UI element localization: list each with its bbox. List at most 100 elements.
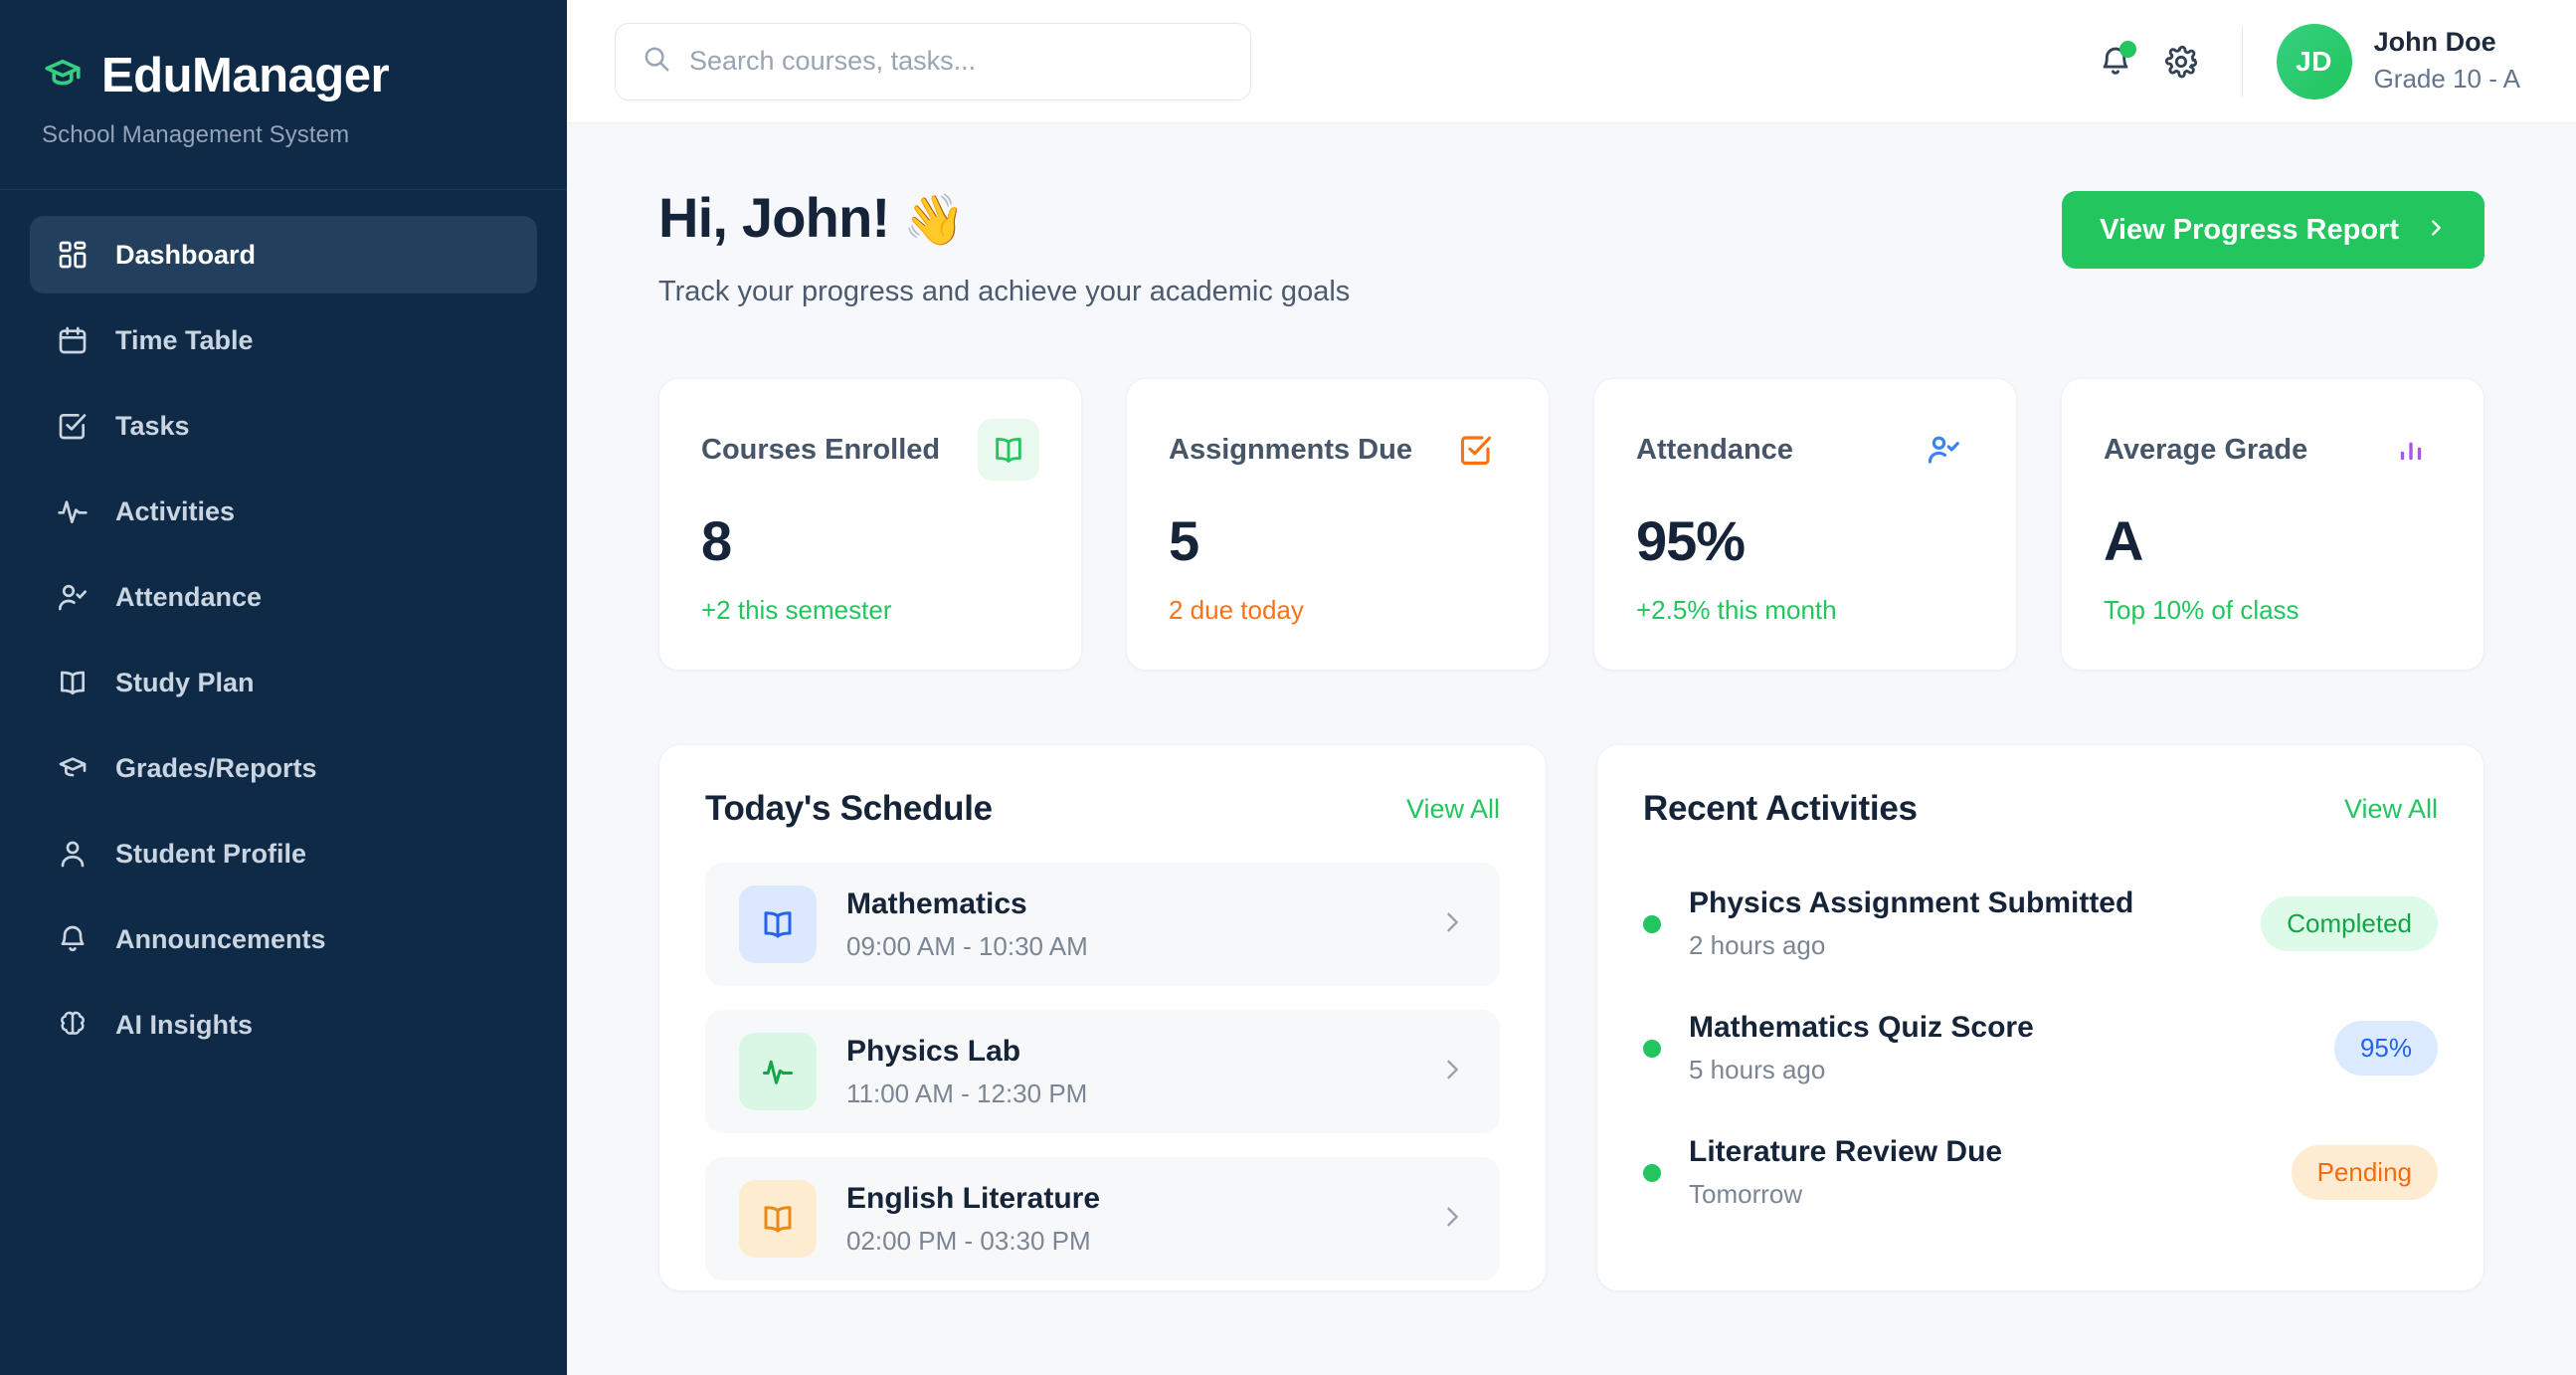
sidebar-item-label: Announcements (115, 923, 326, 954)
activity-row-text: Mathematics Quiz Score 5 hours ago (1689, 1011, 2034, 1085)
status-dot-icon (1643, 914, 1661, 933)
main-area: JD John Doe Grade 10 - A Hi, John!👋 Trac… (567, 0, 2576, 1375)
schedule-row-text: Physics Lab 11:00 AM - 12:30 PM (846, 1035, 1087, 1109)
search-input[interactable] (689, 23, 1224, 99)
sidebar-item-tasks[interactable]: Tasks (30, 387, 537, 465)
stat-head: Courses Enrolled (701, 419, 1039, 481)
stat-delta: Top 10% of class (2104, 595, 2300, 625)
dashboard-content: Hi, John! 👋 Track your progress and achie… (567, 123, 2576, 1375)
schedule-time: 02:00 PM - 03:30 PM (846, 1225, 1091, 1256)
brand-name: EduManager (101, 49, 390, 102)
user-menu[interactable]: JD John Doe Grade 10 - A (2276, 23, 2520, 99)
activity-row-text: Literature Review Due Tomorrow (1689, 1135, 2002, 1210)
stat-card-average-grade[interactable]: Average Grade A Top 10% of class (2061, 378, 2484, 671)
chevron-right-icon[interactable] (1438, 1203, 1466, 1236)
schedule-row[interactable]: English Literature 02:00 PM - 03:30 PM (705, 1157, 1500, 1280)
topbar-right: JD John Doe Grade 10 - A (2083, 23, 2520, 99)
schedule-row[interactable]: Physics Lab 11:00 AM - 12:30 PM (705, 1010, 1500, 1133)
schedule-list: Mathematics 09:00 AM - 10:30 AM (705, 863, 1500, 1280)
bell-icon (56, 922, 90, 956)
panel-title: Today's Schedule (705, 789, 993, 828)
activity-title: Literature Review Due (1689, 1135, 2003, 1168)
activity-pulse-icon (739, 1033, 817, 1110)
sidebar-item-label: Study Plan (115, 667, 255, 697)
sidebar-item-label: Attendance (115, 581, 263, 612)
schedule-subject: Physics Lab (846, 1034, 1021, 1068)
user-text: John Doe Grade 10 - A (2374, 26, 2520, 98)
brand-row[interactable]: EduManager (42, 48, 525, 103)
sidebar-item-grades-reports[interactable]: Grades/Reports (30, 729, 537, 807)
sidebar-nav: Dashboard Time Table Ta (0, 190, 567, 1064)
activity-pulse-icon (56, 494, 90, 528)
user-grade: Grade 10 - A (2373, 64, 2520, 95)
notifications-button[interactable] (2083, 29, 2148, 95)
sidebar: EduManager School Management System Dash… (0, 0, 567, 1375)
stat-label: Average Grade (2104, 433, 2308, 466)
settings-button[interactable] (2148, 29, 2214, 95)
topbar-divider (2241, 26, 2243, 97)
stat-card-attendance[interactable]: Attendance 95% +2.5% this month (1593, 378, 2017, 671)
sidebar-item-student-profile[interactable]: Student Profile (30, 815, 537, 892)
schedule-time: 11:00 AM - 12:30 PM (846, 1078, 1088, 1108)
sidebar-item-study-plan[interactable]: Study Plan (30, 644, 537, 721)
sidebar-item-ai-insights[interactable]: AI Insights (30, 986, 537, 1064)
search-icon (642, 44, 671, 79)
activity-row-text: Physics Assignment Submitted 2 hours ago (1689, 886, 2133, 961)
search-box[interactable] (615, 22, 1251, 100)
sidebar-item-time-table[interactable]: Time Table (30, 301, 537, 379)
activities-view-all-link[interactable]: View All (2343, 793, 2438, 824)
page-title: Hi, John! 👋 (658, 185, 1350, 250)
schedule-row-text: English Literature 02:00 PM - 03:30 PM (846, 1182, 1100, 1257)
stat-head: Average Grade (2104, 419, 2442, 481)
sidebar-item-label: Grades/Reports (115, 752, 317, 783)
chevron-right-icon[interactable] (1438, 1056, 1466, 1088)
view-progress-report-button[interactable]: View Progress Report (2062, 191, 2484, 269)
sidebar-item-label: Tasks (115, 410, 190, 441)
status-badge: Completed (2261, 896, 2438, 951)
activity-row[interactable]: Mathematics Quiz Score 5 hours ago 95% (1643, 987, 2438, 1111)
sidebar-item-label: Student Profile (115, 838, 307, 869)
stat-delta: 2 due today (1169, 595, 1304, 625)
sidebar-item-dashboard[interactable]: Dashboard (30, 216, 537, 294)
schedule-subject: Mathematics (846, 886, 1027, 920)
notification-badge-dot (2118, 40, 2136, 58)
activity-row[interactable]: Physics Assignment Submitted 2 hours ago… (1643, 863, 2438, 987)
stat-card-assignments-due[interactable]: Assignments Due 5 2 due today (1126, 378, 1550, 671)
avatar: JD (2276, 23, 2352, 99)
activity-time: Tomorrow (1689, 1179, 1803, 1209)
panel-title: Recent Activities (1643, 789, 1918, 828)
open-book-icon (739, 885, 817, 963)
stat-card-courses-enrolled[interactable]: Courses Enrolled 8 +2 this semester (658, 378, 1082, 671)
sidebar-item-label: Activities (115, 495, 236, 526)
schedule-row[interactable]: Mathematics 09:00 AM - 10:30 AM (705, 863, 1500, 986)
sidebar-item-announcements[interactable]: Announcements (30, 900, 537, 978)
calendar-icon (56, 323, 90, 357)
activity-time: 5 hours ago (1689, 1055, 1826, 1084)
sidebar-item-label: Time Table (115, 324, 254, 355)
activity-title: Physics Assignment Submitted (1689, 886, 2134, 919)
schedule-view-all-link[interactable]: View All (1405, 793, 1500, 824)
stats-row: Courses Enrolled 8 +2 this semester A (658, 378, 2484, 671)
brand-block: EduManager School Management System (0, 0, 567, 190)
activity-row[interactable]: Literature Review Due Tomorrow Pending (1643, 1111, 2438, 1236)
sidebar-item-attendance[interactable]: Attendance (30, 558, 537, 636)
chevron-right-icon (2425, 214, 2447, 247)
check-square-icon (56, 409, 90, 443)
status-badge: Pending (2291, 1145, 2438, 1200)
panel-head: Recent Activities View All (1643, 789, 2438, 829)
panels-row: Today's Schedule View All (658, 744, 2484, 1291)
hero-subtitle: Track your progress and achieve your aca… (658, 276, 1351, 307)
sidebar-item-activities[interactable]: Activities (30, 473, 537, 550)
graduation-cap-icon (42, 53, 84, 99)
user-check-icon (1913, 419, 1974, 481)
stat-delta: +2.5% this month (1636, 595, 1837, 625)
stat-value: A (2104, 509, 2143, 572)
stat-head: Attendance (1636, 419, 1974, 481)
chevron-right-icon[interactable] (1438, 908, 1466, 941)
status-badge: 95% (2333, 1021, 2438, 1076)
graduation-cap-icon (56, 751, 90, 785)
stat-head: Assignments Due (1169, 419, 1507, 481)
schedule-subject: English Literature (846, 1181, 1101, 1215)
activity-title: Mathematics Quiz Score (1689, 1011, 2034, 1044)
